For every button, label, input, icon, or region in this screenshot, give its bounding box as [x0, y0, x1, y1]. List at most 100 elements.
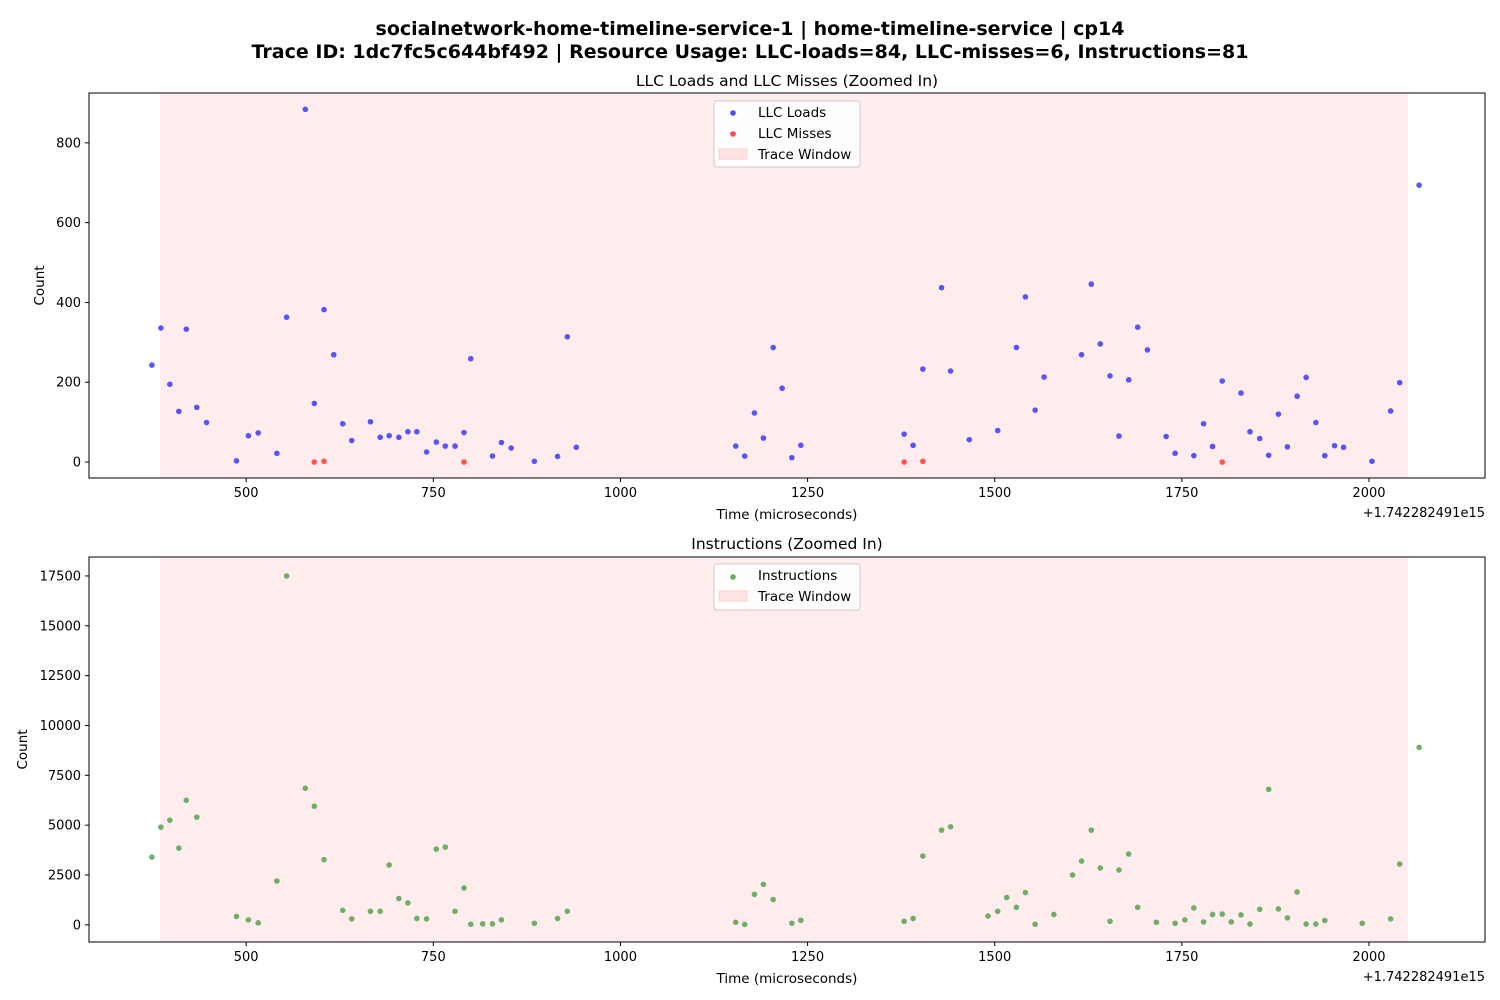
legend-trace-window-swatch — [718, 590, 748, 602]
instructions-point — [732, 919, 739, 926]
instructions-point — [751, 891, 758, 898]
instructions-point — [920, 853, 926, 859]
instructions-point — [461, 885, 467, 891]
llc-loads-point — [789, 454, 795, 461]
llc-ylabel: Count — [32, 265, 48, 305]
llc-loads-point — [283, 314, 290, 321]
instructions-point — [414, 915, 420, 922]
llc-loads-point — [255, 430, 261, 436]
llc-loads-point — [330, 351, 337, 358]
llc-loads-point — [779, 385, 785, 392]
instructions-point — [1387, 916, 1394, 922]
llc-loads-point — [1284, 444, 1291, 450]
llc-loads-point — [442, 443, 449, 449]
llc-loads-point — [149, 362, 155, 368]
llc-loads-point — [1265, 452, 1272, 459]
instructions-point — [1209, 911, 1216, 918]
instructions-point — [554, 915, 561, 922]
llc-loads-point — [396, 434, 402, 441]
instructions-point — [1153, 919, 1160, 926]
instructions-point — [1088, 827, 1095, 833]
llc-loads-point — [1032, 407, 1038, 413]
instructions-point — [367, 908, 374, 915]
legend-llc-loads-label: LLC Loads — [758, 105, 826, 121]
instructions-point — [798, 917, 804, 924]
instructions-point — [531, 920, 538, 927]
llc-misses-point — [321, 458, 327, 465]
llc-loads-point — [920, 366, 926, 372]
llc-loads-point — [1331, 442, 1338, 449]
llc-loads-point — [311, 400, 318, 407]
instructions-points — [149, 573, 1422, 928]
instructions-point — [176, 845, 182, 851]
llc-loads-point — [405, 428, 411, 435]
llc-loads-point — [1172, 450, 1178, 457]
llc-loads-point — [423, 449, 430, 455]
instructions-point — [321, 856, 327, 863]
llc-loads-point — [1125, 377, 1132, 383]
instructions-point — [479, 921, 486, 927]
llc-loads-point — [321, 306, 327, 313]
legend-llc-loads-marker — [730, 110, 736, 116]
x-tick-label: 1500 — [978, 950, 1011, 965]
llc-points — [149, 106, 1422, 465]
instructions-point — [1359, 920, 1366, 927]
x-tick-label: 2000 — [1352, 950, 1385, 965]
llc-loads-point — [741, 453, 748, 459]
instructions-trace-window — [160, 557, 1408, 942]
llc-loads-point — [233, 458, 240, 464]
llc-loads-point — [1369, 458, 1375, 465]
llc-loads-point — [193, 404, 200, 411]
instructions-point — [1313, 921, 1319, 927]
instructions-point — [1032, 921, 1038, 928]
instructions-point — [1069, 872, 1076, 878]
llc-loads-point — [994, 427, 1001, 434]
instructions-point — [193, 814, 200, 820]
instructions-point — [489, 921, 496, 927]
y-tick-label: 400 — [56, 296, 81, 311]
llc-loads-point — [498, 439, 505, 446]
x-tick-label: 750 — [421, 486, 446, 501]
legend-instructions-label: Instructions — [758, 568, 837, 584]
llc-misses-point — [461, 459, 467, 465]
instructions-point — [1322, 917, 1328, 924]
llc-loads-point — [1144, 347, 1151, 353]
llc-x-offset-label: +1.742282491e15 — [1363, 506, 1485, 521]
llc-loads-point — [1200, 420, 1207, 427]
instructions-point — [233, 913, 240, 920]
llc-loads-point — [508, 445, 514, 451]
instructions-point — [433, 846, 440, 852]
y-tick-label: 200 — [56, 376, 81, 391]
instructions-point — [741, 921, 748, 928]
instructions-point — [467, 921, 474, 928]
llc-loads-point — [564, 333, 571, 340]
y-tick-label: 17500 — [40, 569, 81, 584]
llc-loads-point — [910, 442, 916, 449]
instructions-point — [1200, 919, 1207, 925]
y-tick-label: 2500 — [48, 869, 81, 884]
llc-loads-point — [1209, 443, 1216, 450]
instructions-x-offset-label: +1.742282491e15 — [1363, 970, 1485, 985]
instructions-point — [311, 803, 318, 810]
instructions-point — [158, 824, 164, 830]
llc-loads-point — [573, 444, 580, 451]
instructions-point — [1284, 915, 1291, 921]
llc-loads-point — [367, 418, 374, 425]
llc-loads-point — [176, 408, 182, 415]
x-tick-label: 1000 — [604, 950, 637, 965]
instructions-point — [183, 797, 190, 804]
instructions-point — [1247, 921, 1253, 927]
instructions-point — [442, 844, 449, 850]
instructions-point — [386, 862, 392, 868]
llc-loads-point — [1387, 408, 1394, 414]
llc-loads-point — [1134, 324, 1141, 330]
llc-loads-point — [489, 453, 496, 459]
suptitle-line2: Trace ID: 1dc7fc5c644bf492 | Resource Us… — [252, 41, 1249, 63]
instructions-xlabel: Time (microseconds) — [716, 971, 858, 987]
llc-loads-point — [554, 453, 561, 460]
llc-loads-point — [1303, 374, 1309, 381]
instructions-point — [348, 916, 355, 922]
x-tick-label: 2000 — [1352, 486, 1385, 501]
instructions-point — [274, 878, 280, 884]
